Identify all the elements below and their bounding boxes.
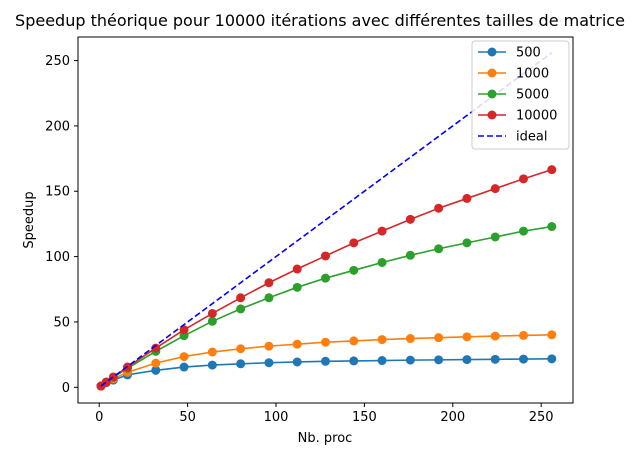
series-point-500 xyxy=(321,356,330,366)
legend-label-500: 500 xyxy=(516,46,541,61)
series-point-500 xyxy=(434,355,444,365)
legend-label-ideal: ideal xyxy=(516,130,547,145)
series-point-10000 xyxy=(236,293,246,303)
series-point-1000 xyxy=(179,352,189,362)
chart-title: Speedup théorique pour 10000 itérations … xyxy=(15,11,625,30)
series-point-5000 xyxy=(405,250,415,260)
x-tick-label: 250 xyxy=(529,410,554,425)
series-point-5000 xyxy=(292,282,302,292)
series-point-5000 xyxy=(321,273,330,283)
series-point-5000 xyxy=(349,265,359,275)
legend-marker-1000 xyxy=(487,68,497,78)
series-point-10000 xyxy=(207,308,217,318)
y-axis-label: Speedup xyxy=(22,191,37,248)
series-point-1000 xyxy=(434,333,444,343)
series-point-1000 xyxy=(405,334,415,344)
series-point-5000 xyxy=(434,244,444,254)
series-point-5000 xyxy=(519,226,528,236)
series-point-10000 xyxy=(151,343,161,353)
series-point-5000 xyxy=(236,304,246,314)
x-tick-label: 200 xyxy=(440,410,465,425)
series-point-500 xyxy=(490,354,500,364)
legend-box xyxy=(471,40,570,150)
series-point-1000 xyxy=(321,337,330,347)
series-point-10000 xyxy=(519,174,528,184)
series-point-5000 xyxy=(490,232,500,242)
legend: 500 1000 5000 10000 ideal xyxy=(471,40,570,150)
series-point-10000 xyxy=(462,193,472,203)
x-axis-label: Nb. proc xyxy=(298,431,353,446)
series-point-500 xyxy=(405,355,415,365)
x-tick-label: 100 xyxy=(264,410,289,425)
series-point-10000 xyxy=(490,184,500,194)
legend-label-1000: 1000 xyxy=(516,67,549,82)
series-point-500 xyxy=(547,354,557,364)
series-point-10000 xyxy=(377,226,387,236)
series-point-1000 xyxy=(264,341,274,351)
series-point-1000 xyxy=(519,330,528,340)
series-point-1000 xyxy=(377,335,387,345)
y-tick-label: 150 xyxy=(45,185,70,200)
y-tick-label: 200 xyxy=(45,119,70,134)
x-axis: 0 50 100 150 200 250 xyxy=(95,403,554,425)
series-point-5000 xyxy=(547,222,557,232)
legend-marker-5000 xyxy=(487,89,497,99)
series-point-500 xyxy=(519,354,528,364)
x-tick-label: 0 xyxy=(95,410,103,425)
series-point-5000 xyxy=(264,293,274,303)
series-point-1000 xyxy=(151,358,161,368)
series-point-500 xyxy=(462,355,472,365)
series-line-ideal xyxy=(100,52,553,387)
series-point-1000 xyxy=(349,336,359,346)
series-point-5000 xyxy=(207,316,217,326)
series-point-10000 xyxy=(405,214,415,224)
series-point-1000 xyxy=(490,331,500,341)
series-point-10000 xyxy=(349,238,359,248)
series-point-500 xyxy=(151,365,161,375)
series-point-500 xyxy=(179,362,189,372)
series-point-1000 xyxy=(547,330,557,340)
legend-marker-500 xyxy=(487,47,497,57)
y-tick-label: 250 xyxy=(45,54,70,69)
x-tick-label: 150 xyxy=(352,410,377,425)
series-point-500 xyxy=(349,356,359,366)
series-point-500 xyxy=(264,358,274,368)
y-tick-label: 100 xyxy=(45,250,70,265)
series-point-5000 xyxy=(462,238,472,248)
series-point-10000 xyxy=(264,278,274,288)
y-axis: 0 50 100 150 200 250 xyxy=(45,54,78,396)
series-point-1000 xyxy=(207,347,217,357)
series-point-1000 xyxy=(236,344,246,354)
series-point-1000 xyxy=(462,332,472,342)
series-point-10000 xyxy=(547,165,557,175)
series-layer xyxy=(96,52,557,391)
legend-marker-10000 xyxy=(487,110,497,120)
series-point-10000 xyxy=(179,325,189,335)
series-point-500 xyxy=(207,360,217,370)
y-tick-label: 0 xyxy=(62,381,70,396)
y-tick-label: 50 xyxy=(53,315,70,330)
series-point-1000 xyxy=(292,339,302,349)
legend-label-10000: 10000 xyxy=(516,109,557,124)
series-point-10000 xyxy=(321,251,330,261)
legend-label-5000: 5000 xyxy=(516,88,549,103)
series-point-500 xyxy=(377,356,387,366)
series-point-10000 xyxy=(434,203,444,213)
series-point-10000 xyxy=(292,264,302,274)
series-point-500 xyxy=(236,359,246,369)
x-tick-label: 50 xyxy=(179,410,196,425)
series-point-5000 xyxy=(377,257,387,267)
series-point-500 xyxy=(292,357,302,367)
plot-area xyxy=(77,36,574,404)
